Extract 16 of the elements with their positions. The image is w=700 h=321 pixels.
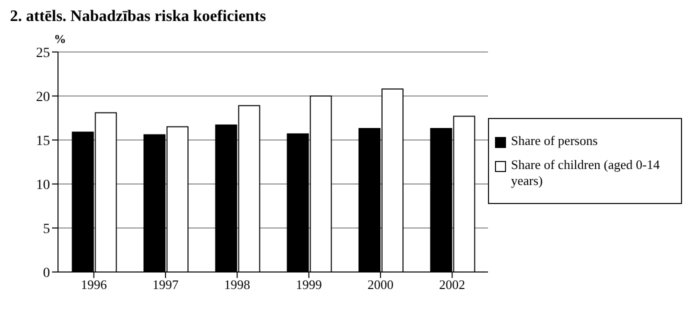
y-tick-label: 15 [36, 134, 50, 149]
x-tick-label: 1996 [80, 277, 108, 292]
y-tick-label: 5 [43, 222, 50, 237]
x-tick-label: 2000 [368, 277, 394, 292]
y-axis-title: % [54, 32, 66, 47]
x-tick-label: 2002 [439, 277, 466, 292]
x-tick-label: 1997 [152, 277, 179, 292]
legend-label: Share of children (aged 0-14 years) [511, 157, 661, 189]
y-tick-label: 20 [36, 90, 50, 105]
chart-title: 2. attēls. Nabadzības riska koeficients [10, 8, 267, 26]
x-tick-label: 1999 [296, 277, 322, 292]
y-tick-label: 0 [43, 266, 50, 281]
y-tick-label: 10 [36, 178, 50, 193]
x-tick-label: 1998 [224, 277, 250, 292]
y-tick-label: 25 [36, 46, 50, 61]
legend-label: Share of persons [511, 133, 598, 149]
